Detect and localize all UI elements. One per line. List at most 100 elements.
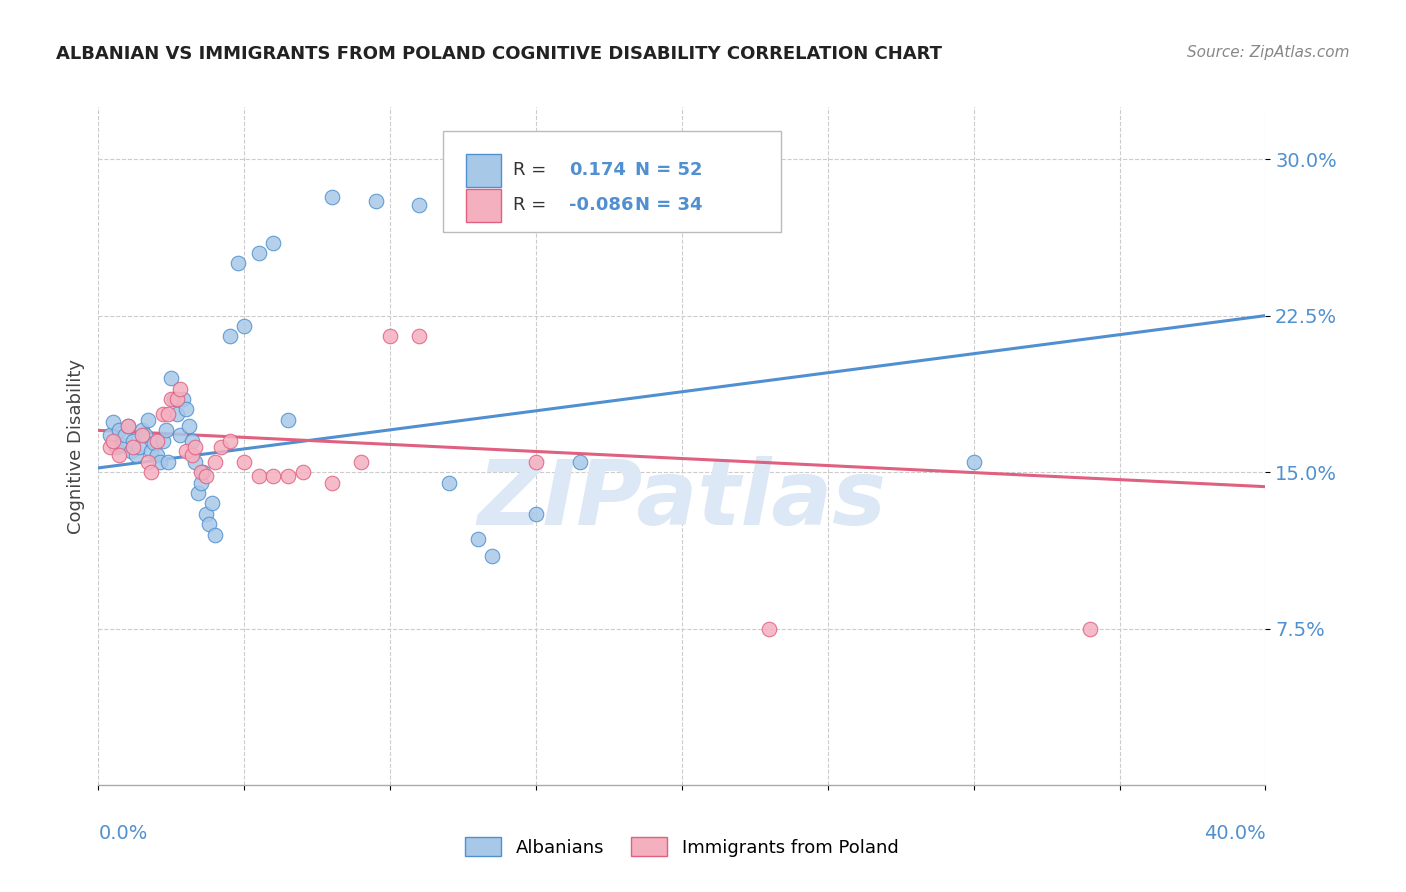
Point: [277, 413, 299, 427]
Point: [114, 427, 136, 442]
Point: [204, 527, 226, 541]
Point: [169, 382, 191, 396]
Point: [198, 517, 221, 532]
Point: [120, 444, 142, 458]
Point: [262, 235, 284, 250]
Point: [128, 440, 150, 454]
Point: [437, 475, 460, 490]
Point: [193, 465, 215, 479]
Point: [180, 449, 202, 463]
Point: [134, 427, 156, 442]
Point: [524, 455, 547, 469]
Point: [247, 246, 270, 260]
Point: [131, 427, 153, 442]
Point: [201, 496, 224, 510]
Point: [157, 407, 180, 421]
FancyBboxPatch shape: [465, 189, 501, 222]
Point: [169, 427, 191, 442]
Point: [233, 455, 256, 469]
Point: [108, 423, 131, 437]
Text: 0.0%: 0.0%: [98, 824, 148, 843]
Point: [247, 469, 270, 483]
Point: [155, 423, 177, 437]
Point: [101, 434, 124, 448]
Point: [408, 198, 430, 212]
Point: [758, 622, 780, 636]
Point: [172, 392, 194, 406]
Point: [108, 449, 131, 463]
Point: [136, 413, 159, 427]
Point: [277, 469, 299, 483]
Point: [177, 419, 200, 434]
Text: N = 34: N = 34: [636, 196, 703, 214]
Point: [152, 407, 174, 421]
Point: [160, 371, 183, 385]
Point: [122, 440, 145, 454]
Point: [122, 434, 145, 448]
Text: ZIPatlas: ZIPatlas: [478, 456, 886, 544]
Point: [228, 256, 250, 270]
Point: [195, 507, 218, 521]
Point: [139, 465, 162, 479]
Point: [152, 434, 174, 448]
Point: [117, 419, 139, 434]
Point: [218, 434, 240, 448]
Point: [117, 419, 139, 434]
Point: [1080, 622, 1102, 636]
Point: [149, 455, 172, 469]
Y-axis label: Cognitive Disability: Cognitive Disability: [66, 359, 84, 533]
Point: [131, 423, 153, 437]
Point: [195, 469, 218, 483]
Point: [291, 465, 314, 479]
Point: [467, 532, 489, 546]
Point: [146, 449, 169, 463]
Point: [233, 319, 256, 334]
Point: [321, 190, 343, 204]
Point: [321, 475, 343, 490]
Point: [262, 469, 284, 483]
Point: [180, 434, 202, 448]
Text: R =: R =: [513, 196, 551, 214]
Point: [190, 475, 212, 490]
FancyBboxPatch shape: [465, 153, 501, 186]
Point: [962, 455, 984, 469]
Point: [163, 392, 186, 406]
Point: [187, 486, 209, 500]
Point: [524, 507, 547, 521]
Point: [104, 440, 127, 454]
Point: [98, 440, 121, 454]
Point: [183, 440, 205, 454]
Point: [364, 194, 387, 208]
Point: [190, 465, 212, 479]
Point: [98, 427, 121, 442]
Point: [160, 392, 183, 406]
Point: [350, 455, 373, 469]
Text: ALBANIAN VS IMMIGRANTS FROM POLAND COGNITIVE DISABILITY CORRELATION CHART: ALBANIAN VS IMMIGRANTS FROM POLAND COGNI…: [56, 45, 942, 62]
Point: [183, 455, 205, 469]
Point: [204, 455, 226, 469]
Text: Source: ZipAtlas.com: Source: ZipAtlas.com: [1187, 45, 1350, 60]
Point: [136, 455, 159, 469]
Point: [157, 455, 180, 469]
Point: [218, 329, 240, 343]
Point: [139, 444, 162, 458]
Text: 0.174: 0.174: [568, 161, 626, 179]
Point: [481, 549, 503, 563]
Point: [101, 415, 124, 429]
Point: [174, 402, 197, 417]
Text: R =: R =: [513, 161, 551, 179]
Point: [408, 329, 430, 343]
Point: [166, 392, 188, 406]
Point: [125, 449, 148, 463]
FancyBboxPatch shape: [443, 131, 782, 233]
Legend: Albanians, Immigrants from Poland: Albanians, Immigrants from Poland: [458, 830, 905, 864]
Text: N = 52: N = 52: [636, 161, 703, 179]
Point: [166, 407, 188, 421]
Point: [174, 444, 197, 458]
Point: [380, 329, 402, 343]
Point: [209, 440, 232, 454]
Point: [568, 455, 591, 469]
Text: 40.0%: 40.0%: [1204, 824, 1265, 843]
Point: [142, 435, 165, 450]
Text: -0.086: -0.086: [568, 196, 633, 214]
